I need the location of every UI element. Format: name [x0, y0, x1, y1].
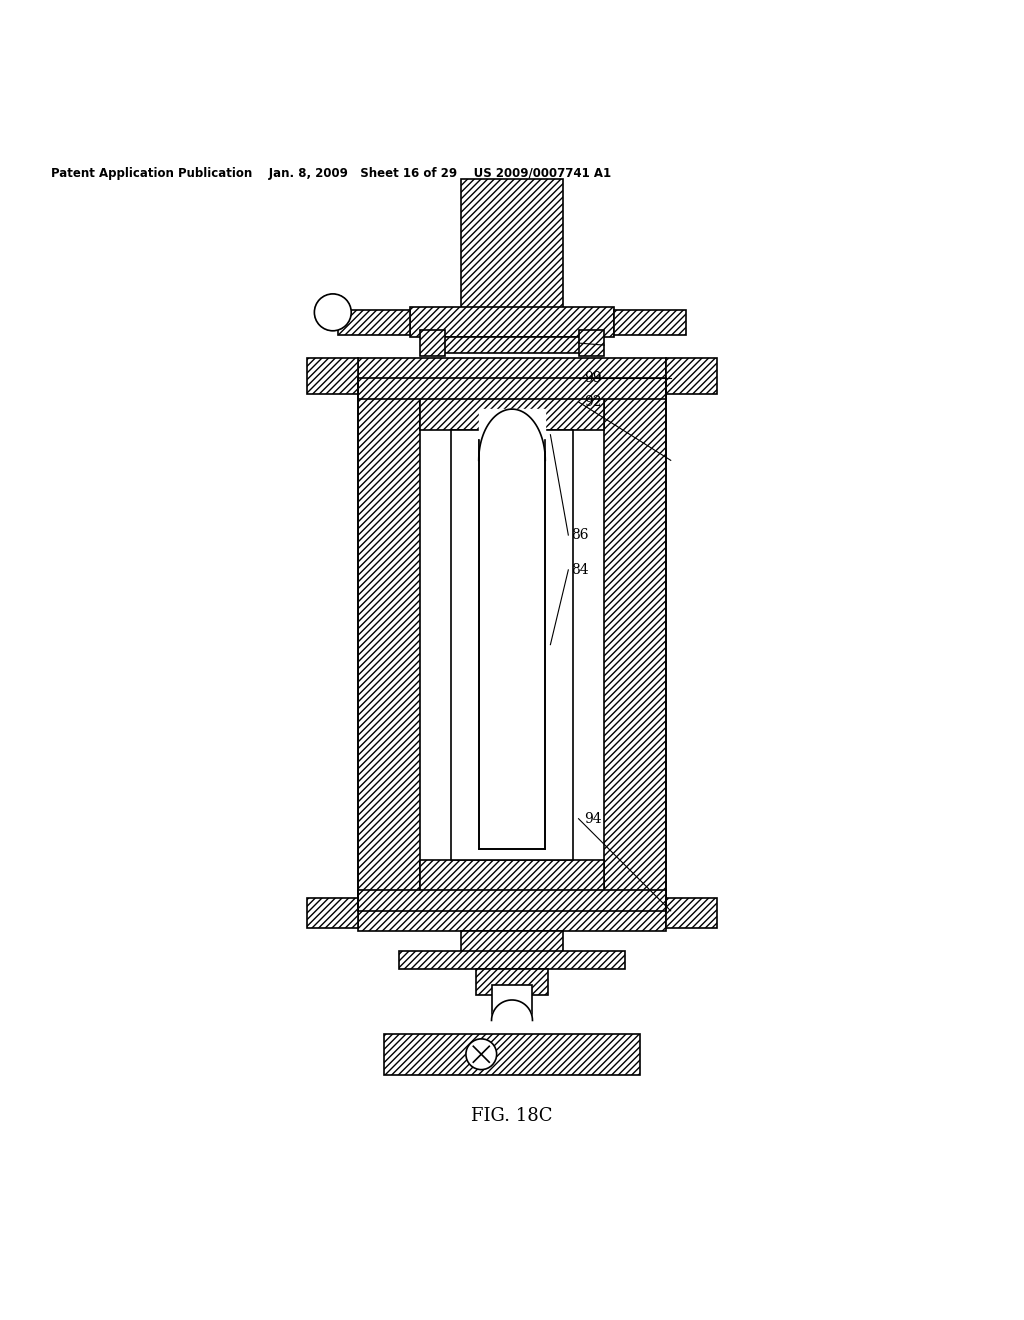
Bar: [492, 985, 532, 1020]
Bar: [420, 379, 604, 429]
Bar: [358, 379, 666, 911]
Bar: [420, 330, 445, 356]
Text: 97: 97: [584, 337, 601, 350]
Text: 84: 84: [571, 562, 589, 577]
Bar: [425, 338, 599, 352]
Bar: [666, 898, 717, 928]
Bar: [399, 950, 625, 969]
Bar: [451, 429, 573, 859]
Bar: [410, 306, 614, 338]
Polygon shape: [492, 1001, 532, 1020]
Text: 86: 86: [571, 528, 589, 543]
Bar: [476, 969, 548, 995]
Text: 92: 92: [584, 395, 601, 409]
Bar: [604, 379, 666, 911]
Circle shape: [466, 1039, 497, 1069]
Bar: [358, 358, 666, 399]
Bar: [479, 440, 545, 850]
Bar: [461, 932, 563, 952]
Circle shape: [314, 294, 351, 331]
Bar: [579, 330, 604, 356]
Bar: [338, 310, 410, 335]
Bar: [420, 859, 604, 911]
Text: FIG. 18C: FIG. 18C: [471, 1106, 553, 1125]
Bar: [614, 310, 686, 335]
Bar: [358, 891, 666, 932]
Text: 94: 94: [584, 812, 601, 826]
Text: 99: 99: [584, 371, 601, 385]
Bar: [384, 1034, 640, 1074]
Bar: [461, 178, 563, 312]
Bar: [307, 358, 358, 393]
Bar: [307, 898, 358, 928]
Bar: [358, 379, 420, 911]
Text: Patent Application Publication    Jan. 8, 2009   Sheet 16 of 29    US 2009/00077: Patent Application Publication Jan. 8, 2…: [51, 168, 611, 180]
Bar: [666, 358, 717, 393]
